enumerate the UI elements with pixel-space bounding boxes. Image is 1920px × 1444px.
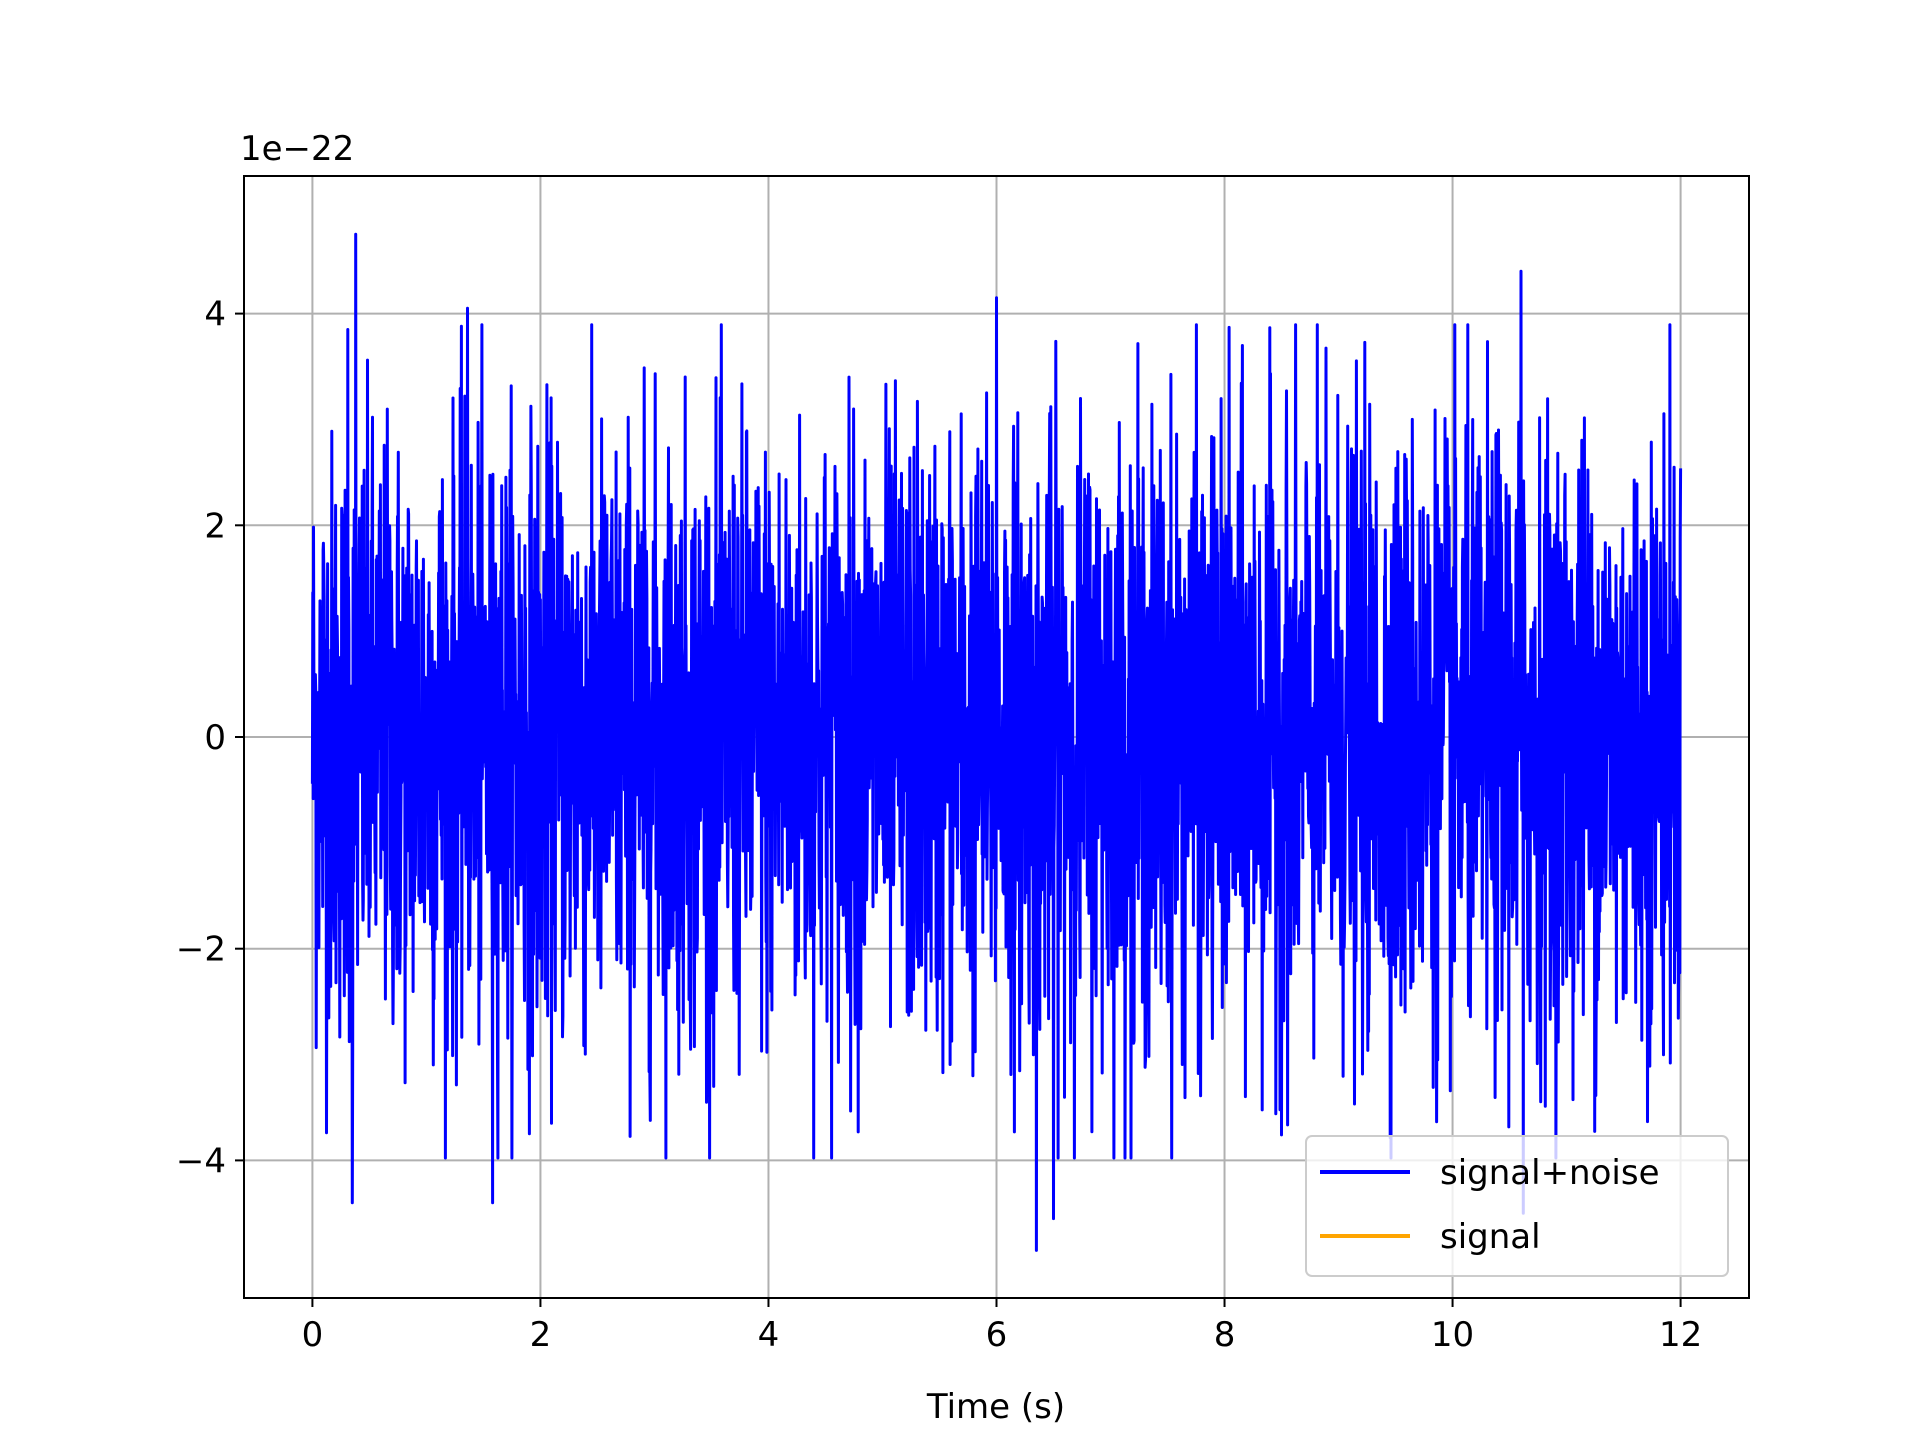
y-tick-label: −4 [176,1141,226,1181]
x-axis-label: Time (s) [926,1387,1065,1427]
series-layer [310,232,1683,1252]
series-line-signal-noise [310,232,1683,1252]
y-tick-label: −2 [176,930,226,970]
y-tick-label: 2 [204,506,226,546]
x-tick-label: 4 [758,1315,780,1355]
legend-label-signal-noise: signal+noise [1440,1153,1660,1193]
y-tick-label: 0 [204,718,226,758]
x-tick-label: 10 [1431,1315,1474,1355]
x-tick-label: 6 [986,1315,1008,1355]
legend: signal+noise signal [1305,1135,1729,1277]
y-axis: −4 −2 0 2 4 [176,295,244,1181]
x-tick-label: 0 [302,1315,324,1355]
y-tick-label: 4 [204,295,226,335]
x-tick-label: 2 [530,1315,552,1355]
legend-box [1305,1135,1729,1277]
y-axis-offset-label: 1e−22 [240,129,354,169]
legend-label-signal: signal [1440,1217,1541,1257]
x-tick-label: 12 [1659,1315,1702,1355]
x-axis: 0 2 4 6 8 10 12 [302,1298,1702,1355]
x-tick-label: 8 [1214,1315,1236,1355]
